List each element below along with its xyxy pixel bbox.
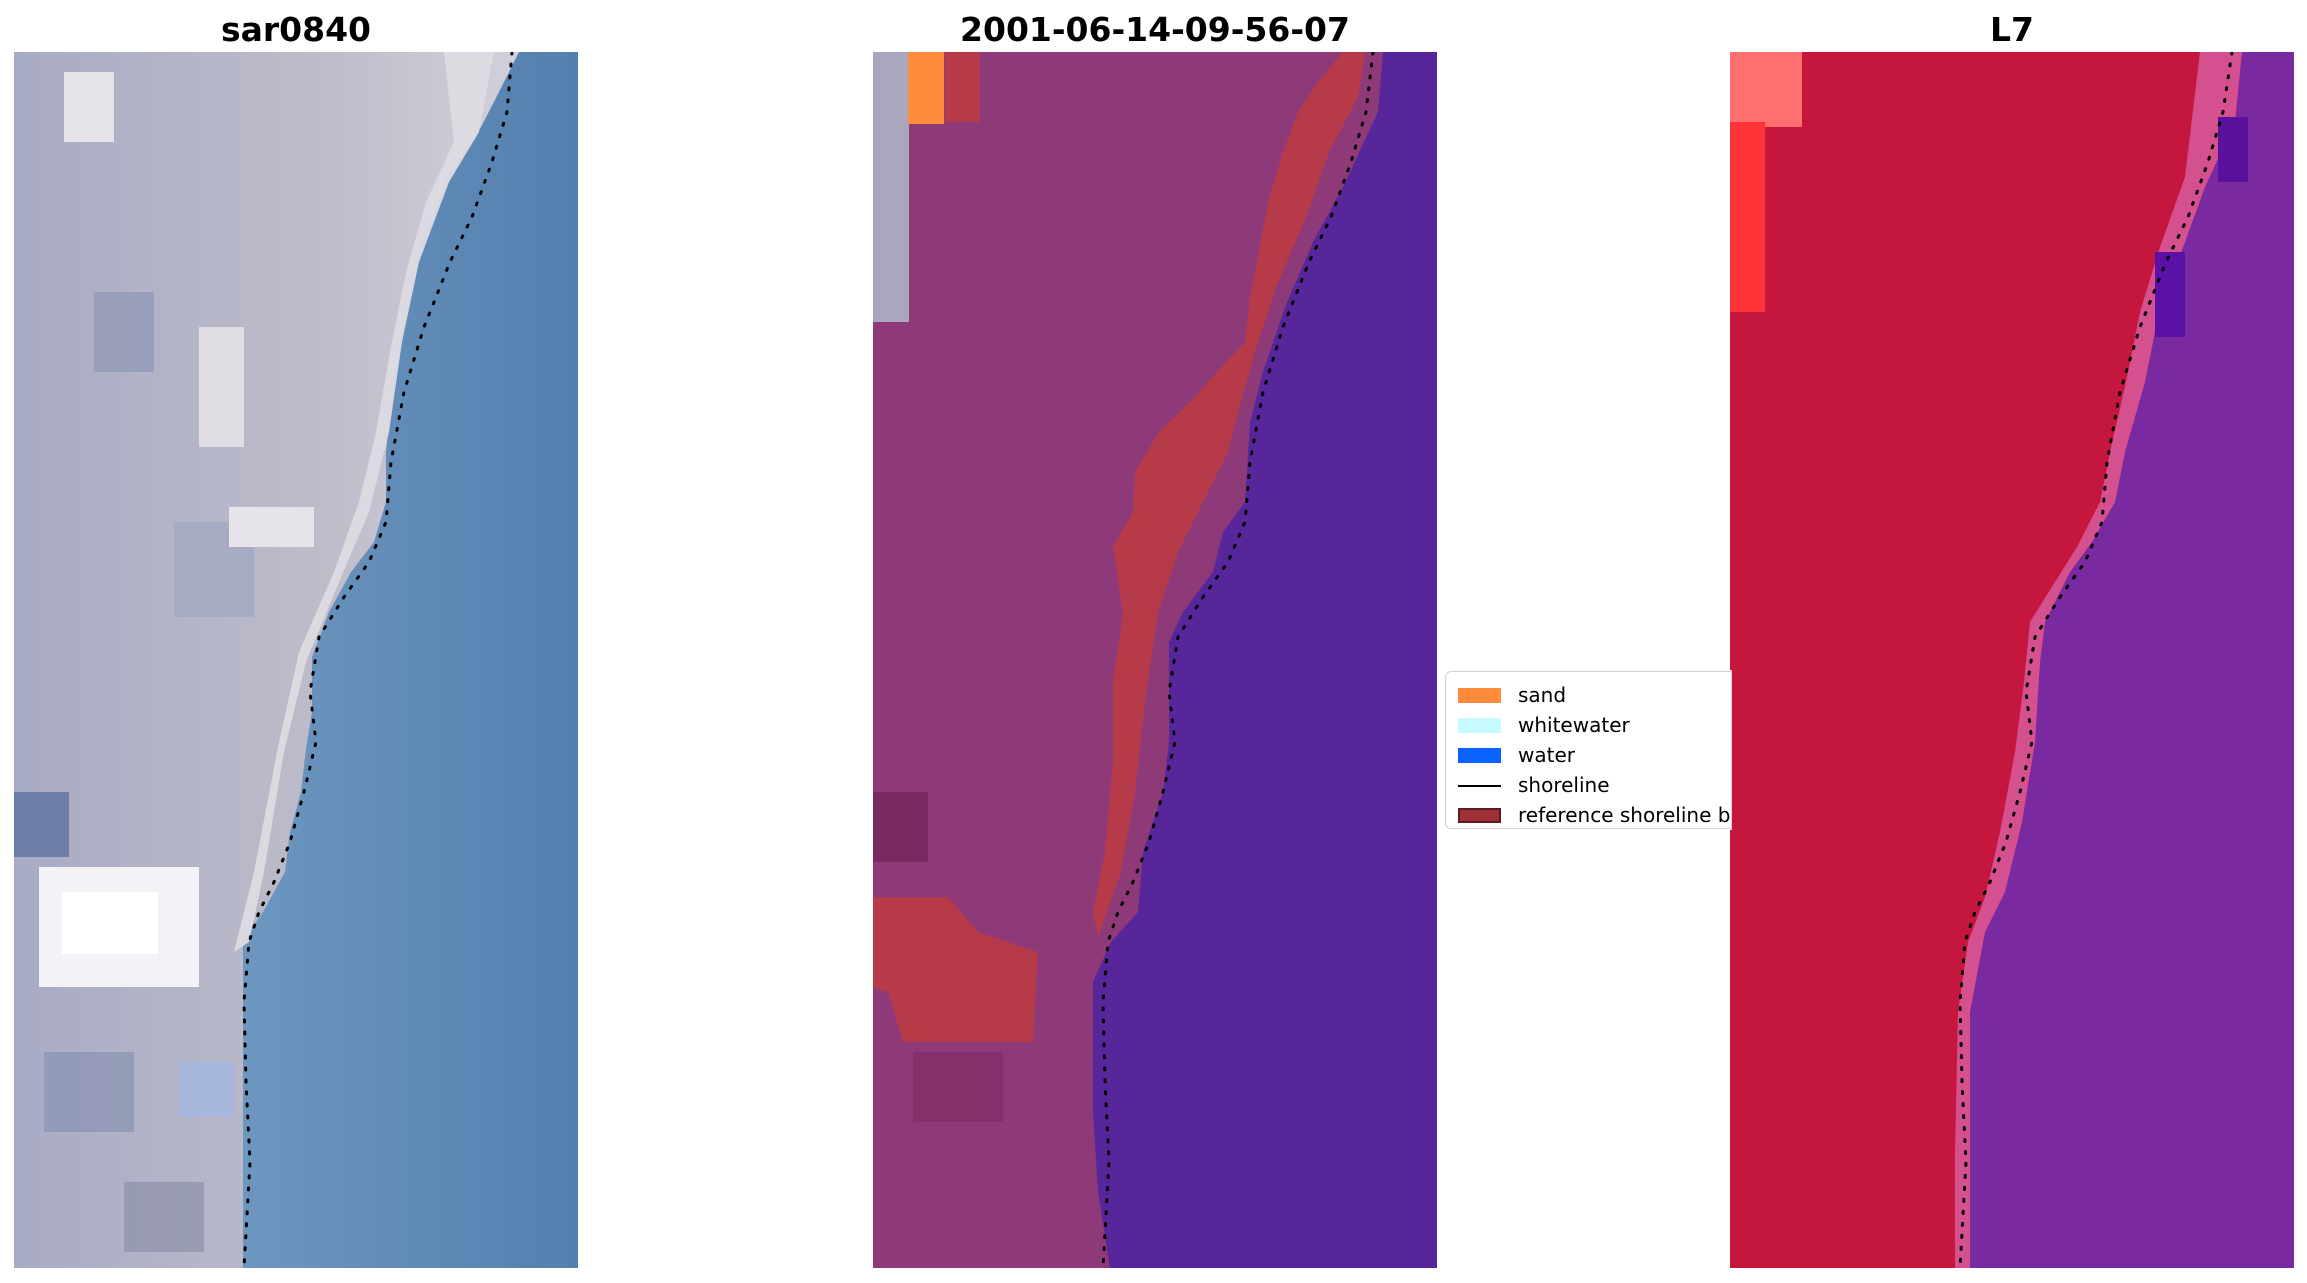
- reference-shoreline-swatch: [1458, 807, 1501, 823]
- rgb-bright-roof: [62, 892, 158, 954]
- panel-title-classification: 2001-06-14-09-56-07: [960, 10, 1350, 49]
- rgb-bright-patch-3: [229, 507, 314, 547]
- rgb-water-region: [243, 52, 578, 1268]
- legend-label-reference-shoreline: reference shoreline b: [1518, 803, 1731, 827]
- false-color-bright-patch-2: [1730, 122, 1765, 312]
- rgb-dark-patch-1: [14, 792, 69, 857]
- legend-label-whitewater: whitewater: [1518, 713, 1630, 737]
- false-color-dark-water-2: [2155, 252, 2185, 337]
- rgb-shoreline: [242, 52, 514, 1268]
- sand-swatch: [1458, 687, 1501, 703]
- classification-dark-land-1: [873, 792, 928, 862]
- legend-label-water: water: [1518, 743, 1575, 767]
- false-color-water: [1970, 52, 2294, 1268]
- classification-panel: [873, 52, 1437, 1268]
- classification-image: [873, 52, 1437, 1268]
- legend-item-whitewater: whitewater: [1458, 710, 1731, 740]
- water-swatch: [1458, 747, 1501, 763]
- rgb-beach-strip: [234, 52, 494, 952]
- false-color-shoreline: [1958, 52, 2234, 1268]
- rgb-dark-patch-2: [94, 292, 154, 372]
- legend-label-sand: sand: [1518, 683, 1567, 707]
- legend-item-sand: sand: [1458, 680, 1731, 710]
- false-color-panel: [1730, 52, 2294, 1268]
- rgb-dark-patch-4: [44, 1052, 134, 1132]
- legend-item-shoreline: shoreline: [1458, 770, 1731, 800]
- classification-sand-patch: [908, 52, 944, 124]
- panel-title-rgb: sar0840: [220, 10, 372, 49]
- rgb-dark-patch-5: [124, 1182, 204, 1252]
- false-color-bright-patch-1: [1730, 52, 1802, 127]
- legend: sand whitewater water shoreline referenc…: [1445, 671, 1731, 829]
- legend-item-reference-shoreline-buffer: reference shoreline b: [1458, 800, 1731, 828]
- legend-item-water: water: [1458, 740, 1731, 770]
- classification-buffer-lower-left: [873, 897, 1038, 1042]
- classification-dark-land-2: [913, 1052, 1003, 1122]
- whitewater-swatch: [1458, 717, 1501, 733]
- rgb-image: [14, 52, 578, 1268]
- false-color-dark-water-1: [2218, 117, 2248, 182]
- false-color-image: [1730, 52, 2294, 1268]
- rgb-blue-patch: [179, 1062, 234, 1117]
- classification-water: [1093, 52, 1437, 1268]
- shoreline-line-icon: [1458, 778, 1501, 793]
- legend-label-shoreline: shoreline: [1518, 773, 1610, 797]
- rgb-bright-patch-1: [64, 72, 114, 142]
- classification-shoreline: [1101, 52, 1375, 1268]
- classification-top-left-gray: [873, 52, 909, 322]
- classification-buffer-top-left: [945, 52, 980, 122]
- classification-buffer-strip: [1093, 52, 1365, 937]
- rgb-image-panel: [14, 52, 578, 1268]
- panel-title-sensor: L7: [1990, 10, 2034, 49]
- rgb-bright-patch-2: [199, 327, 244, 447]
